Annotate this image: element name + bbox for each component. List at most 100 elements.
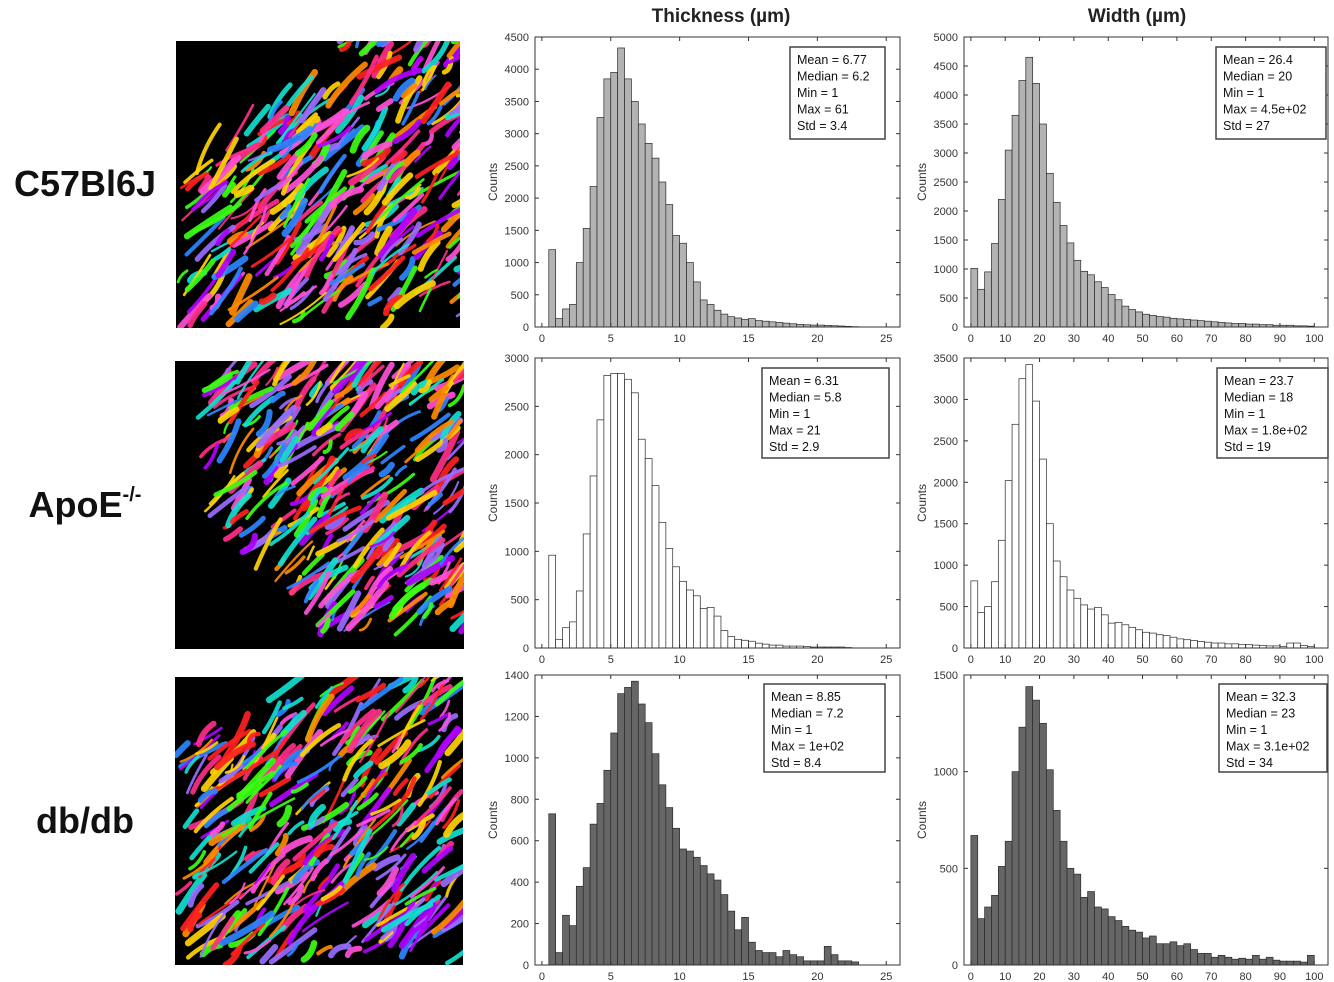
- y-tick-label: 3000: [934, 148, 958, 160]
- histogram-bar: [665, 807, 674, 966]
- fiber-stroke: [426, 105, 443, 126]
- fiber-stroke: [356, 54, 403, 80]
- fiber-stroke: [319, 728, 350, 747]
- fiber-stroke: [229, 273, 253, 316]
- histogram-bar: [1176, 638, 1185, 649]
- fiber-stroke: [411, 231, 452, 255]
- histogram-bar: [1066, 242, 1075, 328]
- fiber-stroke: [336, 590, 362, 632]
- histogram-bar: [1087, 274, 1095, 328]
- fiber-stroke: [187, 300, 208, 328]
- histogram-bar: [1094, 607, 1102, 649]
- histogram-bar: [1039, 458, 1047, 649]
- fiber-stroke: [239, 532, 259, 555]
- fiber-stroke: [376, 866, 399, 897]
- fiber-stroke: [342, 738, 374, 782]
- fiber-stroke: [236, 361, 265, 400]
- fiber-stroke: [440, 206, 460, 233]
- histogram-bar: [1204, 320, 1212, 328]
- fiber-stroke: [192, 850, 238, 878]
- fiber-stroke: [361, 453, 377, 464]
- x-tick-label: 80: [1239, 654, 1251, 666]
- fiber-stroke: [438, 557, 463, 592]
- histogram-bar: [555, 952, 563, 966]
- histogram-bar: [727, 910, 736, 966]
- fiber-stroke: [259, 105, 290, 134]
- fiber-stroke: [218, 763, 244, 784]
- row-label-dbdb: db/db: [0, 800, 170, 842]
- y-tick-label: 1000: [505, 258, 529, 270]
- fiber-stroke: [281, 197, 308, 238]
- x-tick-label: 15: [742, 333, 754, 345]
- y-tick-label: 0: [952, 322, 958, 334]
- fiber-stroke: [305, 380, 322, 406]
- fiber-stroke: [373, 594, 394, 610]
- y-tick-label: 4500: [934, 61, 958, 73]
- x-tick-label: 25: [880, 654, 892, 666]
- fiber-stroke: [247, 791, 273, 830]
- fiber-stroke: [277, 114, 291, 135]
- fiber-stroke: [269, 191, 298, 215]
- fiber-stroke: [270, 247, 310, 293]
- histogram-bar: [644, 142, 653, 328]
- fiber-stroke: [395, 75, 423, 124]
- fiber-stroke: [187, 912, 203, 933]
- fiber-stroke: [322, 439, 333, 454]
- fiber-stroke: [342, 818, 377, 869]
- fiber-stroke: [407, 41, 429, 67]
- fiber-stroke: [320, 885, 343, 902]
- fiber-stroke: [380, 444, 406, 465]
- y-tick-label: 4500: [505, 32, 529, 44]
- y-tick-label: 2000: [505, 193, 529, 205]
- fiber-stroke: [332, 818, 353, 832]
- histogram-bar: [596, 117, 605, 328]
- fiber-stroke: [347, 775, 368, 794]
- fiber-stroke: [370, 243, 410, 276]
- histogram-bar: [1011, 771, 1020, 966]
- histogram-bar: [575, 590, 584, 649]
- fiber-stroke: [270, 858, 291, 886]
- y-tick-label: 1500: [505, 225, 529, 237]
- fiber-stroke: [439, 537, 464, 566]
- fiber-stroke: [418, 677, 431, 688]
- fiber-stroke: [417, 734, 441, 753]
- fiber-stroke: [418, 280, 451, 297]
- histogram-bar: [699, 608, 708, 649]
- fiber-stroke: [400, 361, 435, 394]
- x-tick-label: 20: [1033, 654, 1045, 666]
- fiber-stroke: [429, 428, 461, 483]
- fiber-stroke: [391, 362, 405, 390]
- y-axis-label: Counts: [486, 484, 500, 522]
- y-tick-label: 1200: [505, 711, 529, 723]
- histogram-bar: [548, 249, 557, 328]
- x-tick-label: 15: [742, 971, 754, 982]
- fiber-stroke: [308, 505, 362, 534]
- fiber-stroke: [417, 760, 442, 807]
- x-tick-label: 60: [1171, 654, 1183, 666]
- histogram-apoe-width: 0 10 20 30 40 50 60 70 80 90 100050010001500200025…: [915, 353, 1329, 666]
- fiber-stroke: [316, 944, 333, 956]
- histogram-dbdb-width: 0 10 20 30 40 50 60 70 80 90 100050010001500Counts…: [915, 670, 1329, 982]
- fiber-stroke: [321, 685, 355, 717]
- fiber-stroke: [267, 125, 314, 154]
- fiber-stroke: [238, 515, 266, 538]
- histogram-bar: [548, 554, 557, 649]
- fiber-stroke: [334, 411, 355, 432]
- y-tick-label: 1000: [934, 264, 958, 276]
- fiber-stroke: [346, 157, 380, 178]
- histogram-bar: [984, 606, 992, 649]
- histogram-bar: [665, 548, 674, 649]
- y-tick-label: 3000: [505, 129, 529, 141]
- fiber-stroke: [420, 41, 451, 74]
- fiber-stroke: [374, 67, 423, 94]
- row-label-dbdb-text: db/db: [36, 800, 134, 841]
- fiber-stroke: [282, 696, 304, 711]
- histogram-bar: [1080, 270, 1088, 328]
- fiber-stroke: [287, 883, 305, 906]
- x-tick-label: 20: [811, 333, 823, 345]
- fiber-stroke: [446, 149, 460, 170]
- fiber-stroke: [399, 256, 416, 281]
- histogram-bar: [582, 533, 591, 649]
- fiber-stroke: [286, 561, 330, 590]
- x-tick-label: 10: [999, 333, 1011, 345]
